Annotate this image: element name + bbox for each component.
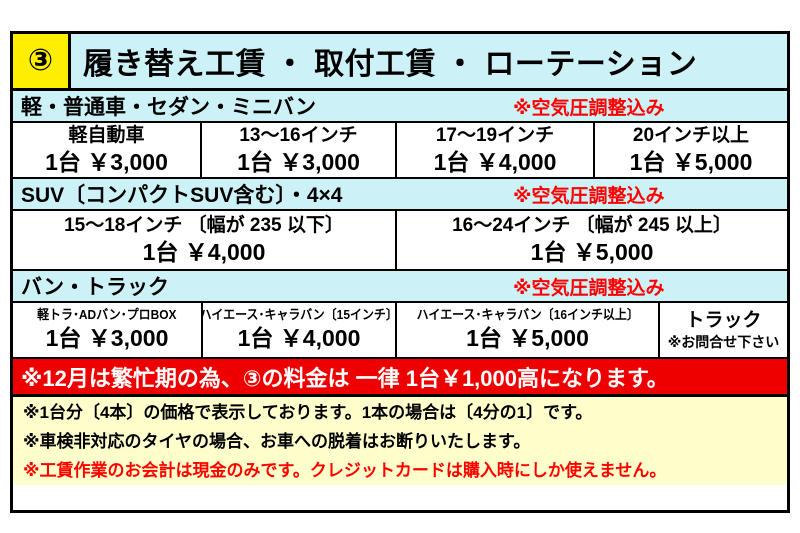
- cell-category: 17〜19インチ: [435, 124, 555, 146]
- section-header-suv: SUV〔コンパクトSUV含む〕・4×4 ※空気圧調整込み: [13, 179, 787, 211]
- surcharge-text: ※12月は繁忙期の為、③の料金は 一律 1台￥1,000高になります。: [21, 365, 669, 391]
- cell-category: 15〜18インチ 〔幅が 235 以下〕: [64, 214, 344, 236]
- cell-price: 1台 ￥3,000: [45, 325, 169, 352]
- price-cell: ハイエース･キャラバン〔15インチ〕 1台 ￥4,000: [203, 303, 397, 357]
- title-bar: ③ 履き替え工賃 ・ 取付工賃 ・ ローテーション: [13, 34, 787, 91]
- section-header-van: バン・トラック ※空気圧調整込み: [13, 271, 787, 303]
- section-note-van: ※空気圧調整込み: [513, 277, 665, 299]
- section-header-cars: 軽・普通車・セダン・ミニバン ※空気圧調整込み: [13, 91, 787, 123]
- cell-price: 1台 ￥4,000: [237, 325, 361, 352]
- cell-category: 軽自動車: [68, 124, 145, 146]
- price-cell: 軽トラ･ADバン･プロBOX 1台 ￥3,000: [13, 303, 203, 357]
- cell-price: ※お問合せ下さい: [667, 333, 780, 350]
- footnote-item-payment: ※工賃作業のお会計は現金のみです。クレジットカードは購入時にしか使えません。: [23, 461, 667, 480]
- price-cell: 13〜16インチ 1台 ￥3,000: [202, 123, 397, 177]
- footnote-item: ※車検非対応のタイヤの場合、お車への脱着はお断りいたします。: [23, 432, 531, 451]
- cell-price: 1台 ￥4,000: [433, 148, 557, 175]
- cell-category: 13〜16インチ: [239, 124, 358, 146]
- section-label-van: バン・トラック: [21, 276, 170, 299]
- price-cell: 17〜19インチ 1台 ￥4,000: [397, 123, 595, 177]
- cell-category: 20インチ以上: [632, 124, 750, 146]
- seasonal-surcharge-banner: ※12月は繁忙期の為、③の料金は 一律 1台￥1,000高になります。: [13, 359, 787, 397]
- cell-category: ハイエース･キャラバン〔15インチ〕: [203, 307, 397, 323]
- price-table-sheet: ③ 履き替え工賃 ・ 取付工賃 ・ ローテーション 軽・普通車・セダン・ミニバン…: [10, 31, 790, 513]
- section-label-cars: 軽・普通車・セダン・ミニバン: [21, 96, 317, 119]
- price-row-van: 軽トラ･ADバン･プロBOX 1台 ￥3,000 ハイエース･キャラバン〔15イ…: [13, 303, 787, 359]
- footnotes: ※1台分〔4本〕の価格で表示しております。1本の場合は〔4分の1〕です。 ※車検…: [13, 397, 787, 485]
- cell-price: 1台 ￥5,000: [466, 325, 589, 352]
- price-row-suv: 15〜18インチ 〔幅が 235 以下〕 1台 ￥4,000 16〜24インチ …: [13, 211, 787, 271]
- cell-category: 軽トラ･ADバン･プロBOX: [37, 307, 177, 323]
- cell-price: 1台 ￥5,000: [629, 148, 753, 175]
- price-cell: 16〜24インチ 〔幅が 245 以上〕 1台 ￥5,000: [397, 211, 787, 269]
- cell-price: 1台 ￥3,000: [237, 148, 360, 175]
- price-cell: 15〜18インチ 〔幅が 235 以下〕 1台 ￥4,000: [13, 211, 397, 269]
- cell-price: 1台 ￥5,000: [530, 238, 654, 265]
- cell-price: 1台 ￥3,000: [45, 148, 168, 175]
- cell-price: 1台 ￥4,000: [142, 238, 266, 265]
- price-cell: 20インチ以上 1台 ￥5,000: [595, 123, 787, 177]
- price-row-cars: 軽自動車 1台 ￥3,000 13〜16インチ 1台 ￥3,000 17〜19イ…: [13, 123, 787, 179]
- cell-category: トラック: [685, 310, 762, 332]
- footnote-item: ※1台分〔4本〕の価格で表示しております。1本の場合は〔4分の1〕です。: [23, 403, 593, 422]
- cell-category: ハイエース･キャラバン〔16インチ以上〕: [416, 307, 639, 323]
- page-title: 履き替え工賃 ・ 取付工賃 ・ ローテーション: [83, 48, 698, 81]
- price-cell: 軽自動車 1台 ￥3,000: [13, 123, 202, 177]
- price-cell: ハイエース･キャラバン〔16インチ以上〕 1台 ￥5,000: [397, 303, 660, 357]
- section-note-cars: ※空気圧調整込み: [513, 97, 665, 119]
- section-label-suv: SUV〔コンパクトSUV含む〕・4×4: [21, 184, 343, 207]
- section-note-suv: ※空気圧調整込み: [513, 185, 665, 207]
- section-number-badge: ③: [13, 34, 71, 88]
- price-cell: トラック ※お問合せ下さい: [660, 303, 787, 357]
- cell-category: 16〜24インチ 〔幅が 245 以上〕: [452, 214, 732, 236]
- title-container: 履き替え工賃 ・ 取付工賃 ・ ローテーション: [71, 34, 787, 88]
